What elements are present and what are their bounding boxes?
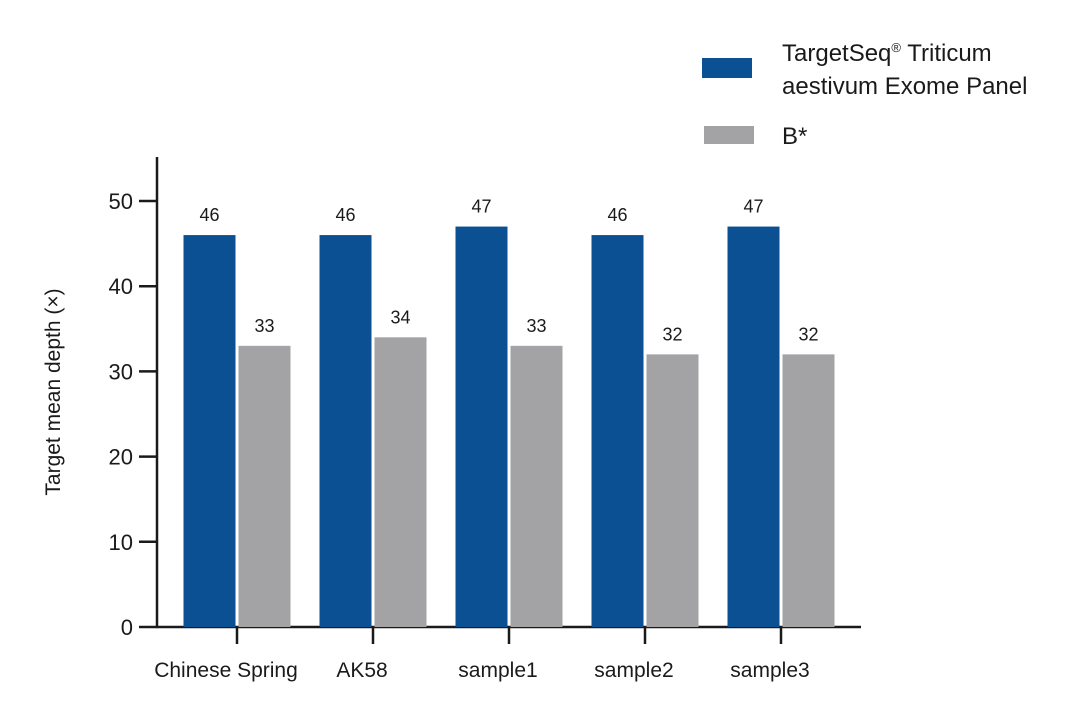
legend-swatch-series-1 [702, 58, 752, 78]
value-label-2-4: 32 [662, 324, 682, 344]
y-tick-label-30: 30 [109, 359, 133, 384]
legend-registered-mark: ® [891, 40, 901, 55]
y-tick-label-10: 10 [109, 530, 133, 555]
bar-1-4 [591, 235, 644, 627]
bar-2-4 [646, 354, 699, 627]
x-tick-label-5: sample3 [730, 659, 809, 682]
value-label-1-3: 47 [471, 197, 491, 217]
x-tick-label-3: sample1 [458, 659, 537, 682]
value-label-2-2: 34 [390, 307, 410, 327]
value-labels: 46 33 46 34 47 33 46 32 47 32 [199, 197, 818, 345]
bar-1-2 [319, 235, 372, 627]
y-tick-label-20: 20 [109, 445, 133, 470]
value-label-2-3: 33 [526, 316, 546, 336]
y-tick-label-40: 40 [109, 274, 133, 299]
x-tick-label-4: sample2 [594, 659, 673, 682]
bar-1-3 [455, 226, 508, 627]
value-label-1-5: 47 [743, 197, 763, 217]
y-tick-label-0: 0 [121, 615, 133, 640]
legend-label-series-1-line2: aestivum Exome Panel [782, 73, 1027, 100]
bar-1-5 [727, 226, 780, 627]
legend-swatch-series-2 [704, 126, 754, 144]
bar-2-3 [510, 345, 563, 627]
value-label-1-1: 46 [199, 205, 219, 225]
bar-2-5 [782, 354, 835, 627]
legend-label-series-1: TargetSeq® Triticum [782, 40, 992, 67]
bar-2-2 [374, 337, 427, 627]
x-tick-label-1: Chinese Spring [154, 659, 298, 682]
legend-label-series-1-part2: Triticum [901, 40, 992, 67]
y-tick-label-50: 50 [109, 189, 133, 214]
y-axis-label: Target mean depth (×) [42, 288, 65, 495]
value-label-1-2: 46 [335, 205, 355, 225]
legend-label-series-1-part1: TargetSeq [782, 40, 891, 67]
legend: TargetSeq® Triticum aestivum Exome Panel… [702, 40, 1027, 150]
x-ticks: Chinese Spring AK58 sample1 sample2 sample3 [154, 627, 810, 682]
bars [183, 226, 835, 627]
value-label-2-5: 32 [798, 324, 818, 344]
value-label-1-4: 46 [607, 205, 627, 225]
bar-2-1 [238, 345, 291, 627]
bar-1-1 [183, 235, 236, 627]
legend-label-series-2: B* [782, 123, 807, 150]
y-ticks: 0 10 20 30 40 50 [109, 189, 157, 640]
x-tick-label-2: AK58 [336, 659, 387, 682]
value-label-2-1: 33 [254, 316, 274, 336]
